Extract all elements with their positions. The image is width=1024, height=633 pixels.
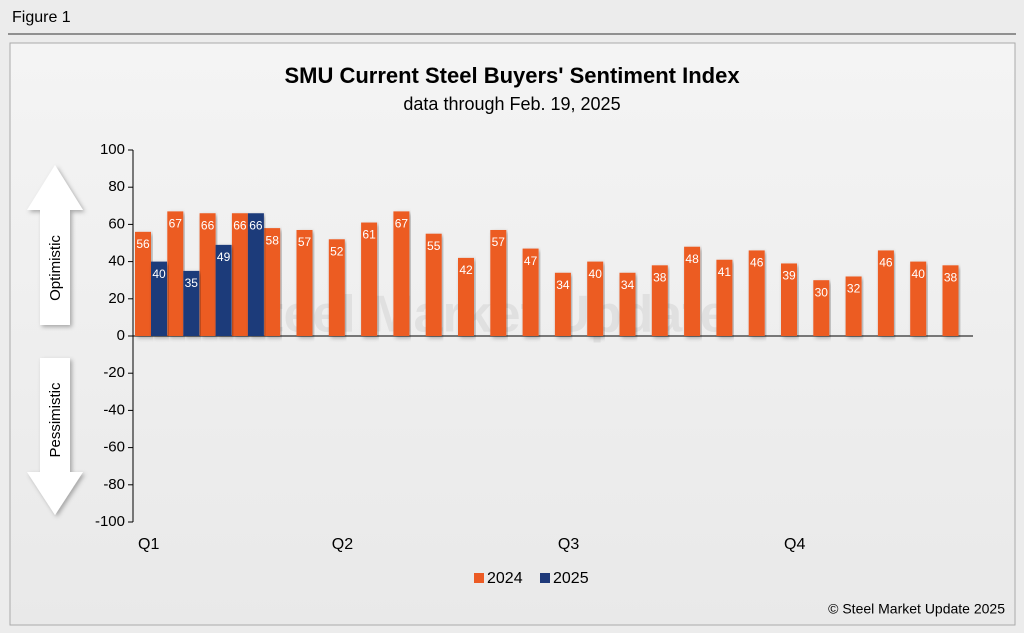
bar [651,265,668,336]
data-label: 66 [249,218,263,232]
bar [361,222,378,336]
data-label: 67 [169,217,183,231]
data-label: 67 [395,217,409,231]
data-label: 30 [815,285,829,299]
legend-label: 2025 [553,570,589,587]
data-label: 55 [427,239,441,253]
bar [215,244,232,336]
bar [877,250,894,336]
data-label: 66 [201,218,215,232]
chart-title: SMU Current Steel Buyers' Sentiment Inde… [284,63,740,88]
y-tick-label: 100 [100,141,125,158]
data-label: 57 [298,235,312,249]
pessimistic-label: Pessimistic [47,382,64,458]
y-tick-label: 20 [108,290,125,307]
bar [587,261,604,336]
bar [264,228,281,336]
bar [684,246,701,336]
data-label: 35 [185,276,199,290]
y-tick-label: -80 [103,476,125,493]
bar [554,272,571,336]
bar [813,280,830,336]
data-label: 57 [492,235,506,249]
copyright: © Steel Market Update 2025 [828,601,1005,617]
figure-label: Figure 1 [12,9,71,26]
data-label: 41 [718,265,732,279]
bar [458,257,474,336]
chart-subtitle: data through Feb. 19, 2025 [403,94,620,114]
bar [393,211,410,336]
bar [328,239,345,336]
data-label: 39 [782,269,796,283]
bar [425,233,442,336]
data-label: 46 [879,256,893,270]
bar [135,231,151,336]
bar [490,229,507,336]
data-label: 40 [589,267,603,281]
data-label: 47 [524,254,538,268]
data-label: 46 [750,256,764,270]
y-tick-label: 60 [108,215,125,232]
data-label: 38 [944,270,958,284]
bar [522,248,539,336]
data-label: 66 [233,218,247,232]
bar [619,272,636,336]
bar [151,261,167,336]
data-label: 42 [459,263,473,277]
data-label: 40 [912,267,926,281]
y-tick-label: 40 [108,253,125,270]
bar [167,211,184,336]
data-label: 40 [152,267,166,281]
legend-swatch [474,573,484,583]
y-tick-label: 80 [108,178,125,195]
bar [942,265,959,336]
bar [781,263,797,336]
bar [845,276,862,336]
y-tick-label: -40 [103,401,125,418]
y-tick-label: 0 [117,327,125,344]
data-label: 61 [362,228,376,242]
bar [716,259,733,336]
legend-swatch [540,573,550,583]
x-tick-label: Q3 [558,536,579,553]
bar [231,213,248,336]
bar [296,229,313,336]
optimistic-label: Optimistic [47,235,64,301]
x-tick-label: Q2 [332,536,353,553]
watermark: Steel Market Update [231,286,728,344]
bar [199,213,216,336]
x-tick-label: Q1 [138,536,159,553]
data-label: 34 [621,278,635,292]
plot: -100 -80 -60 -40 -20 0 20 40 60 80 100 Q1 Q2 Q3 Q4 56 67… [95,141,973,587]
bar [183,270,200,336]
data-label: 48 [685,252,699,266]
data-label: 49 [217,250,231,264]
bar [748,250,765,336]
data-label: 52 [330,244,344,258]
y-tick-label: -60 [103,439,125,456]
x-tick-label: Q4 [784,536,805,553]
data-label: 56 [136,237,150,251]
data-label: 38 [653,270,667,284]
data-label: 34 [556,278,570,292]
bar [247,213,264,336]
down-arrow [27,358,83,515]
y-tick-label: -100 [95,513,125,530]
bar [910,261,927,336]
legend-label: 2024 [487,570,523,587]
up-arrow [27,165,83,325]
y-tick-label: -20 [103,364,125,381]
data-label: 32 [847,282,861,296]
data-label: 58 [266,233,280,247]
